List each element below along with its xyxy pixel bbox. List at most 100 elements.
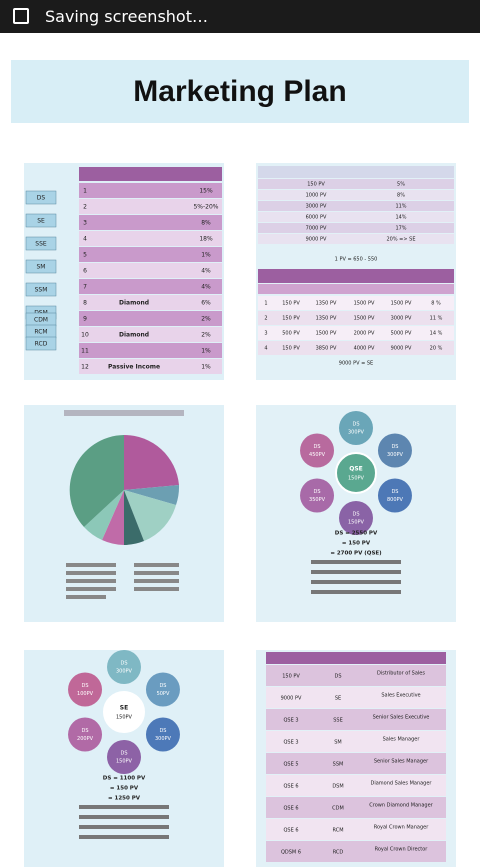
label: 150PV — [116, 715, 133, 721]
label: 20 % — [430, 346, 443, 352]
label: DS — [82, 728, 89, 734]
label: 2 — [264, 316, 267, 322]
label: CDM — [34, 317, 48, 324]
label: DS — [37, 195, 46, 202]
row — [79, 359, 222, 374]
label: 5% — [397, 182, 405, 188]
label: Crown Diamond Manager — [369, 803, 433, 809]
pie-thumbnail[interactable] — [24, 405, 224, 622]
label: = 150 PV — [110, 786, 139, 792]
label: 4000 PV — [354, 346, 375, 352]
label: 10 — [81, 332, 89, 339]
label: = 2700 PV (QSE) — [330, 551, 382, 557]
label: 150 PV — [282, 346, 300, 352]
label: 9000 PV — [306, 237, 327, 243]
label: 1% — [201, 348, 211, 355]
row — [266, 665, 446, 686]
row — [79, 199, 222, 214]
label: = 1250 PV — [108, 796, 141, 802]
node — [300, 433, 335, 468]
label: 1500 PV — [354, 316, 375, 322]
image-icon — [13, 8, 29, 24]
label: 1000 PV — [306, 193, 327, 199]
row — [266, 753, 446, 774]
label: Senior Sales Manager — [374, 759, 429, 765]
label: 8 % — [431, 301, 441, 307]
label: DS — [352, 422, 359, 428]
label: RCD — [35, 341, 48, 348]
label: DS = 2550 PV — [335, 531, 378, 537]
label: 2% — [201, 332, 211, 339]
label: Diamond — [119, 332, 149, 339]
row — [258, 326, 454, 340]
label: 5%-20% — [193, 204, 218, 211]
label: 15% — [199, 188, 213, 195]
label: 300PV — [116, 669, 133, 675]
label: 150 PV — [282, 301, 300, 307]
level-box — [25, 282, 57, 297]
label: RCM — [332, 828, 343, 834]
label: 1350 PV — [316, 301, 337, 307]
label: 150 PV — [282, 316, 300, 322]
node — [377, 478, 412, 513]
label: 1 — [83, 188, 87, 195]
bonus-thumbnail[interactable]: 150 PV 5% 1000 PV 8% 3000 PV 11% 6000 PV 14% 700… — [256, 163, 456, 380]
label: 17% — [395, 226, 406, 232]
center-node — [335, 452, 377, 494]
label: SSE — [333, 718, 343, 724]
row — [258, 190, 454, 200]
label: 9000 PV — [391, 346, 412, 352]
label: DS = 1100 PV — [103, 776, 146, 782]
node — [107, 740, 141, 774]
header-row — [79, 167, 222, 181]
row — [258, 201, 454, 211]
status-bar: Saving screenshot… — [0, 0, 480, 33]
label: QSE — [349, 466, 363, 473]
label: 1350 PV — [316, 316, 337, 322]
label: 11 — [81, 348, 89, 355]
row — [258, 179, 454, 189]
page-title: Marketing Plan — [11, 60, 469, 123]
row — [258, 311, 454, 325]
label: 1 PV = 650 - 550 — [335, 257, 378, 263]
label: 18% — [199, 236, 213, 243]
label: QSE 5 — [283, 762, 298, 768]
label: SSE — [35, 241, 47, 248]
label: 8% — [397, 193, 405, 199]
row — [266, 797, 446, 818]
se-thumbnail[interactable]: DS 300PV DS 50PV DS 300PV DS 150PV DS 200PV DS 100P… — [24, 650, 224, 867]
qse-thumbnail[interactable]: DS 300PV DS 300PV DS 800PV DS 150PV DS 350PV DS 450… — [256, 405, 456, 622]
label: DS — [120, 751, 127, 757]
rank-thumbnail[interactable]: 150 PV DS Distributor of Sales 9000 PV SE Sal… — [256, 650, 456, 867]
label: RCM — [34, 329, 47, 336]
label: SE — [335, 696, 341, 702]
label: DS — [120, 661, 127, 667]
header-row — [266, 652, 446, 664]
text-line — [311, 590, 401, 594]
row — [258, 212, 454, 222]
level-box — [25, 190, 57, 205]
status-text: Saving screenshot… — [45, 7, 208, 26]
label: 1500 PV — [354, 301, 375, 307]
level-box — [25, 213, 57, 228]
label: 3000 PV — [306, 204, 327, 210]
label: Sales Executive — [381, 693, 420, 699]
label: Distributor of Sales — [377, 671, 425, 677]
label: 450PV — [309, 452, 326, 458]
row — [258, 296, 454, 310]
label: 6% — [201, 300, 211, 307]
row — [79, 311, 222, 326]
label: 1% — [201, 364, 211, 371]
row — [266, 819, 446, 840]
label: 350PV — [309, 497, 326, 503]
label: 300PV — [348, 430, 365, 436]
label: DS — [82, 683, 89, 689]
label: 150PV — [348, 520, 365, 526]
label: 3000 PV — [391, 316, 412, 322]
plan-thumbnail[interactable]: 1 15% 2 5%-20% 3 8% 4 18% 5 1% 6 4% 7 4% 8 Diamond 6% 9 2%… — [24, 163, 224, 380]
label: Royal Crown Manager — [374, 825, 430, 831]
label: 800PV — [387, 497, 404, 503]
node — [68, 672, 103, 707]
label: 7000 PV — [306, 226, 327, 232]
row — [79, 247, 222, 262]
